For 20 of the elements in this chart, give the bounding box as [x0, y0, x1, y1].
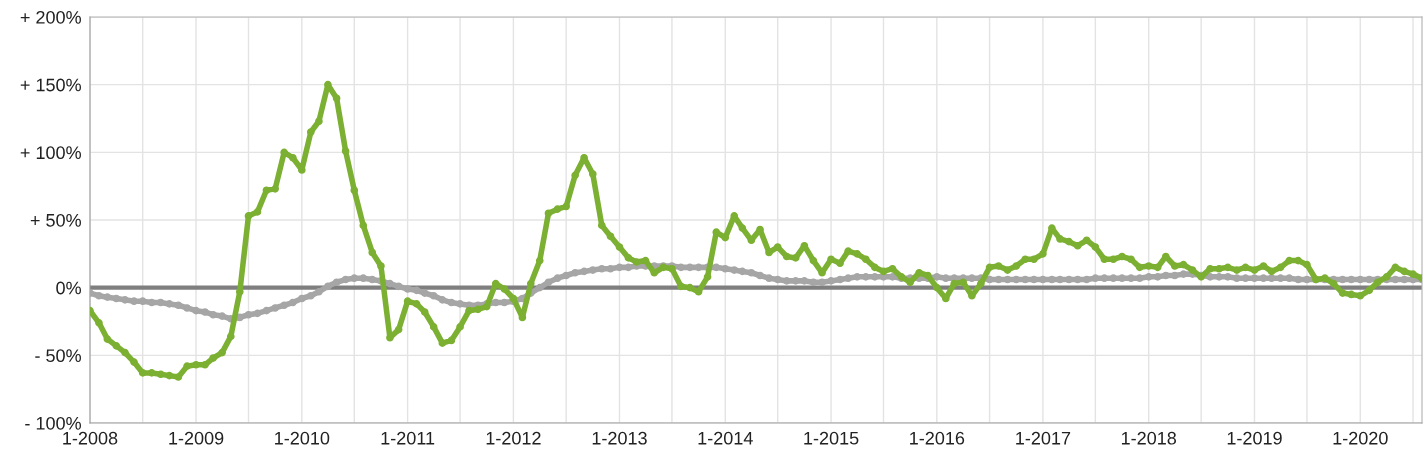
x-tick-label: 1-2017 — [1016, 431, 1071, 445]
x-tick-label: 1-2013 — [592, 431, 647, 445]
x-tick-label: 1-2020 — [1333, 431, 1388, 445]
x-tick-label: 1-2014 — [698, 431, 753, 445]
y-tick-label: - 50% — [35, 349, 81, 363]
x-tick-label: 1-2018 — [1121, 431, 1177, 445]
y-tick-label: - 100% — [25, 416, 81, 430]
y-tick-label: 0% — [56, 281, 81, 295]
x-tick-label: 1-2010 — [275, 431, 330, 445]
x-tick-label: 1-2011 — [381, 431, 435, 445]
x-tick-label: 1-2015 — [804, 431, 859, 445]
y-tick-label: + 50% — [30, 213, 81, 227]
x-tick-label: 1-2009 — [169, 431, 224, 445]
y-tick-label: + 150% — [20, 78, 81, 92]
y-tick-label: + 200% — [20, 10, 81, 24]
x-tick-label: 1-2008 — [63, 431, 118, 445]
x-tick-label: 1-2016 — [910, 431, 965, 445]
y-tick-label: + 100% — [20, 146, 81, 160]
x-tick-label: 1-2012 — [486, 431, 541, 445]
x-tick-label: 1-2019 — [1227, 431, 1282, 445]
